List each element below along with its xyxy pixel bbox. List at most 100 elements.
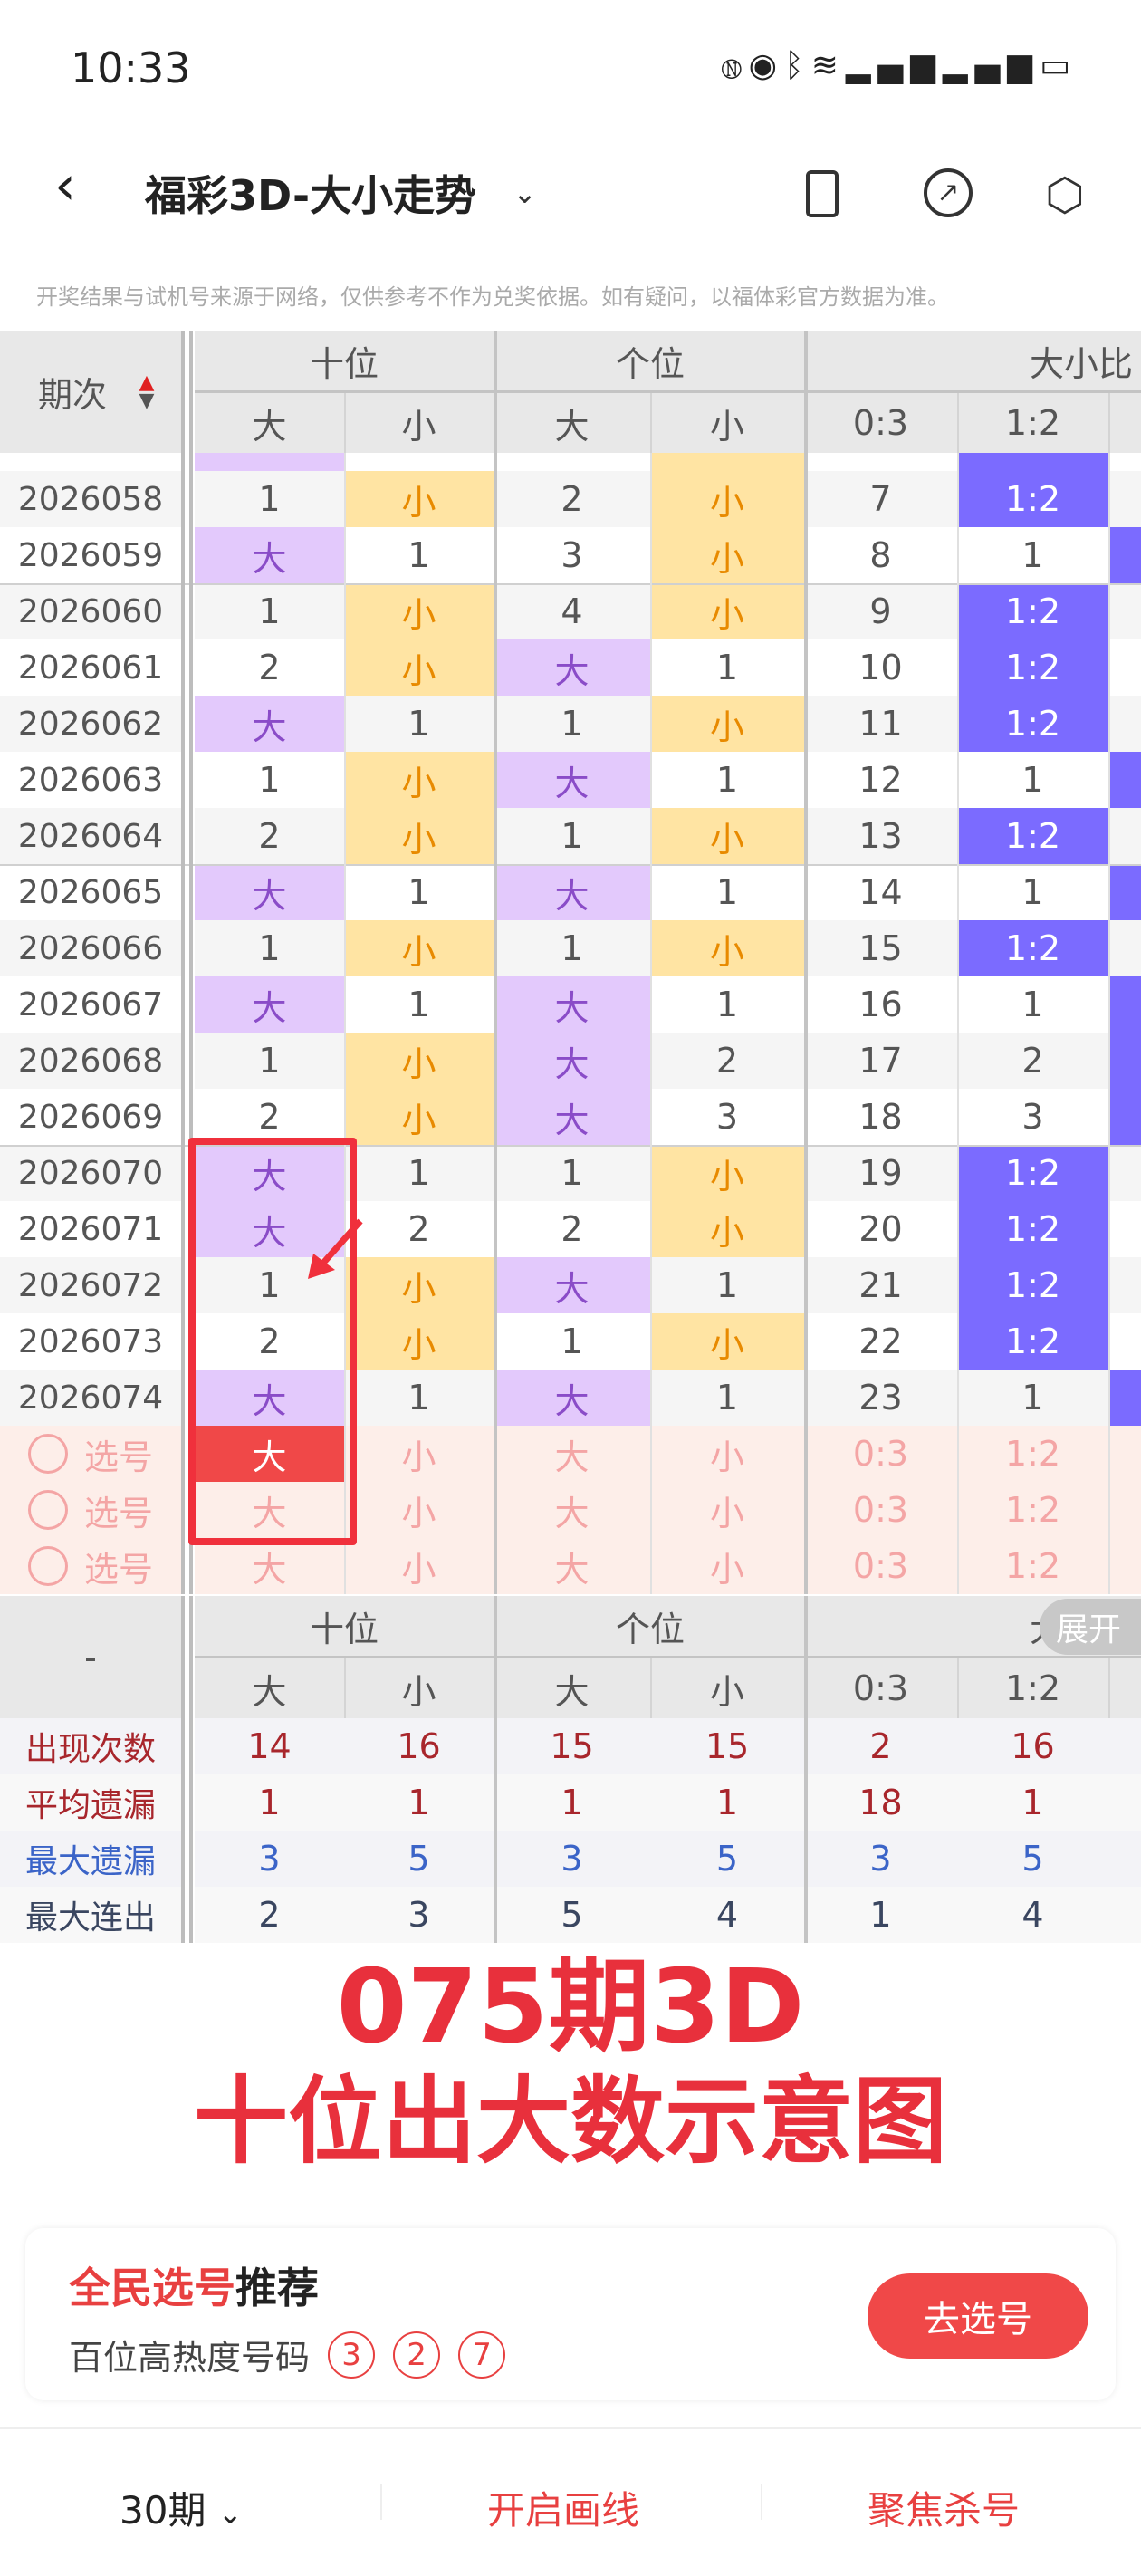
miss-cell: 2 — [195, 1089, 344, 1145]
select-option[interactable]: 小 — [344, 1482, 494, 1538]
column-header[interactable]: 大 — [195, 393, 344, 453]
select-option[interactable]: 大 — [494, 1538, 650, 1594]
miss-cell: 9 — [804, 583, 957, 639]
column-header[interactable]: 0:3 — [804, 393, 957, 453]
stat-value: 2 — [804, 1718, 957, 1774]
column-header[interactable]: 小 — [650, 1658, 804, 1718]
select-row-button[interactable]: 选号 — [0, 1538, 181, 1594]
select-option[interactable]: 大 — [494, 1426, 650, 1482]
stat-value: 4 — [957, 1887, 1108, 1943]
column-header[interactable]: 小 — [344, 393, 494, 453]
miss-cell: 2 — [195, 808, 344, 864]
stat-value: 3 — [344, 1887, 494, 1943]
divider — [181, 1596, 185, 1943]
miss-cell: 22 — [804, 1313, 957, 1370]
hit-cell: 1:2 — [957, 1145, 1108, 1201]
hit-cell: 大 — [195, 1201, 344, 1257]
select-option[interactable]: 小 — [344, 1426, 494, 1482]
stat-value: 2 — [195, 1887, 344, 1943]
select-row-button[interactable]: 选号 — [0, 1426, 181, 1482]
miss-cell: 1 — [344, 1370, 494, 1426]
column-header[interactable]: 小 — [344, 1658, 494, 1718]
divider — [1108, 1658, 1110, 1718]
stat-value — [1108, 1887, 1141, 1943]
column-header[interactable] — [1108, 1658, 1141, 1718]
column-header[interactable]: 1:2 — [957, 1658, 1108, 1718]
hit-cell: 大 — [494, 864, 650, 920]
select-row-button[interactable]: 选号 — [0, 1482, 181, 1538]
hit-cell: 小 — [650, 1313, 804, 1370]
period-select[interactable]: 30期 ⌄ — [120, 2488, 243, 2533]
select-option[interactable]: 大 — [494, 1482, 650, 1538]
select-option[interactable]: 小 — [650, 1538, 804, 1594]
title-dropdown[interactable]: 福彩3D-大小走势 ⌄ — [145, 163, 537, 223]
select-option[interactable] — [1108, 1426, 1141, 1482]
column-header[interactable]: 大 — [494, 393, 650, 453]
divider — [957, 1658, 959, 1718]
miss-cell: 1 — [650, 864, 804, 920]
trend-table[interactable]: 期次 ▲ ▼ 十位 个位 大小比大小大小 0:3 1:2 2026058 1 小 2 小 7 1:2 2026… — [0, 331, 1141, 1594]
select-option[interactable]: 小 — [650, 1426, 804, 1482]
column-header[interactable]: 小 — [650, 393, 804, 453]
select-option[interactable]: 1:2 — [957, 1482, 1108, 1538]
group-header: 大小比 — [807, 331, 1141, 391]
miss-cell: 1 — [494, 1313, 650, 1370]
settings-icon[interactable]: ⬡ — [1045, 168, 1085, 221]
period-cell: 2026061 — [0, 639, 181, 696]
radio-icon — [27, 1434, 68, 1474]
kill-number-button[interactable]: 聚焦杀号 — [868, 2488, 1021, 2533]
ratio-2-1-cell — [1108, 976, 1141, 1033]
select-option[interactable]: 1:2 — [957, 1426, 1108, 1482]
column-header[interactable]: 1:2 — [957, 393, 1108, 453]
chevron-down-icon: ⌄ — [513, 176, 537, 210]
sort-icon[interactable]: ▲ ▼ — [139, 371, 155, 412]
stat-label: 最大连出 — [0, 1887, 181, 1943]
expand-button[interactable]: 展开 — [1040, 1599, 1141, 1655]
hit-cell: 1:2 — [957, 1257, 1108, 1313]
miss-cell: 1 — [195, 752, 344, 808]
miss-cell: 13 — [804, 808, 957, 864]
stat-value: 5 — [650, 1831, 804, 1887]
miss-cell: 1 — [957, 976, 1108, 1033]
select-option[interactable]: 大 — [195, 1482, 344, 1538]
phone-icon[interactable] — [806, 170, 839, 217]
hit-cell: 大 — [494, 1033, 650, 1089]
selected-option[interactable]: 大 — [195, 1426, 344, 1482]
select-option[interactable] — [1108, 1538, 1141, 1594]
go-select-button[interactable]: 去选号 — [868, 2273, 1088, 2359]
group-header: 个位 — [496, 331, 804, 391]
status-bar: 10:33 Ⓝ◉ᛒ≋▂▄▆▂▄▆▭ — [0, 0, 1141, 136]
select-option[interactable]: 小 — [344, 1538, 494, 1594]
column-header[interactable] — [1108, 393, 1141, 453]
hit-cell: 小 — [344, 639, 494, 696]
divider — [1108, 453, 1110, 1594]
select-option[interactable]: 大 — [195, 1538, 344, 1594]
share-icon[interactable]: ↗ — [924, 168, 973, 217]
select-option[interactable]: 0:3 — [804, 1426, 957, 1482]
corner-cell[interactable]: - — [0, 1596, 181, 1718]
miss-cell: 4 — [494, 583, 650, 639]
big-cell — [195, 453, 344, 471]
select-option[interactable]: 0:3 — [804, 1482, 957, 1538]
select-option[interactable] — [1108, 1482, 1141, 1538]
miss-cell: 2 — [195, 1313, 344, 1370]
miss-cell: 10 — [804, 639, 957, 696]
divider — [957, 453, 959, 1594]
select-option[interactable]: 小 — [650, 1482, 804, 1538]
ratio-2-1-cell — [1108, 1313, 1141, 1370]
column-header[interactable]: 0:3 — [804, 1658, 957, 1718]
chevron-left-icon[interactable]: ‹ — [54, 154, 76, 217]
period-cell: 2026070 — [0, 1145, 181, 1201]
select-option[interactable]: 1:2 — [957, 1538, 1108, 1594]
column-header[interactable]: 大 — [195, 1658, 344, 1718]
miss-cell: 21 — [804, 1257, 957, 1313]
miss-cell: 17 — [804, 1033, 957, 1089]
stat-value: 4 — [650, 1887, 804, 1943]
period-header[interactable]: 期次 — [0, 331, 181, 453]
select-option[interactable]: 0:3 — [804, 1538, 957, 1594]
draw-line-button[interactable]: 开启画线 — [487, 2488, 640, 2533]
ratio-2-1-cell — [1108, 1145, 1141, 1201]
column-header[interactable]: 大 — [494, 1658, 650, 1718]
bluetooth-icon: ᛒ — [784, 47, 811, 84]
divider — [195, 1656, 1141, 1658]
